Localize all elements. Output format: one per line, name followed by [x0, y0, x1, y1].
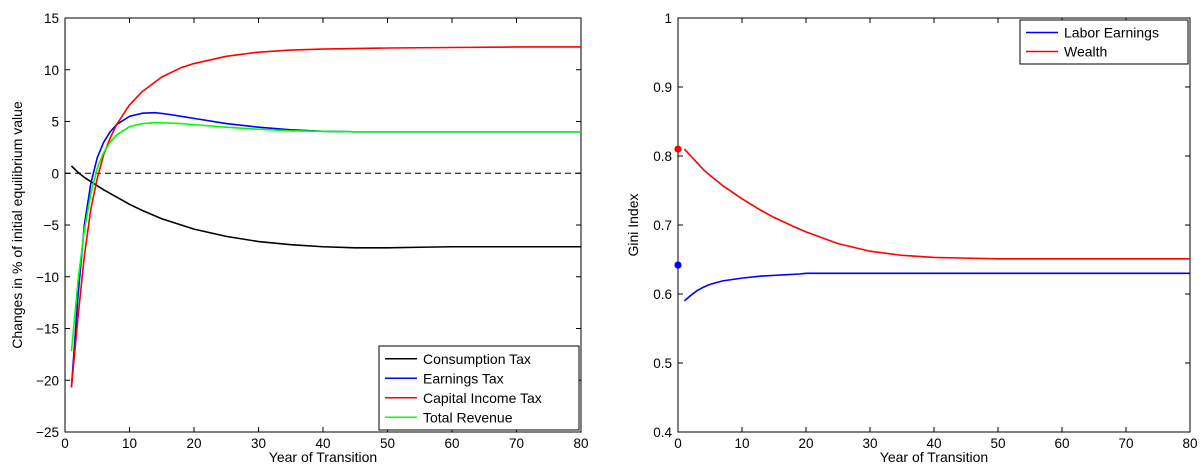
legend: Labor Earnings Wealth — [1019, 19, 1189, 65]
initial-marker-labor-earnings — [674, 261, 682, 269]
x-tick-label: 20 — [798, 436, 813, 451]
y-axis-label: Gini Index — [625, 193, 641, 256]
chart-panel-0: 0 10 20 30 40 50 60 70 80 −25 −20 −15 −10 −5 0 5 10 15 Yea… — [9, 11, 589, 465]
x-tick-label: 50 — [990, 436, 1005, 451]
legend-box — [1019, 19, 1189, 65]
legend-label: Earnings Tax — [423, 370, 504, 386]
initial-marker-wealth — [674, 145, 682, 153]
x-tick-label: 20 — [186, 436, 201, 451]
x-tick-label: 30 — [251, 436, 266, 451]
series-line-wealth — [683, 148, 1190, 260]
legend-label: Labor Earnings — [1064, 25, 1159, 41]
legend-label: Total Revenue — [423, 409, 513, 425]
y-tick-label: 0.8 — [653, 149, 672, 164]
y-tick-label: −25 — [36, 425, 59, 440]
chart-panel-1: 0 10 20 30 40 50 60 70 80 0.4 0.5 0.6 0.7 0.8 0.9 1 Year… — [625, 11, 1198, 465]
y-tick-label: −15 — [36, 322, 59, 337]
series-line-total-revenue — [70, 121, 581, 352]
x-tick-label: 50 — [380, 436, 395, 451]
y-tick-label: −10 — [36, 270, 59, 285]
series-line-labor-earnings — [683, 272, 1190, 302]
x-axis-label: Year of Transition — [880, 449, 988, 465]
legend-box — [378, 345, 580, 431]
legend-label: Wealth — [1064, 44, 1107, 60]
x-tick-label: 70 — [1118, 436, 1133, 451]
legend: Consumption Tax Earnings Tax Capital Incom… — [378, 345, 580, 431]
y-tick-label: 0.5 — [653, 356, 672, 371]
y-tick-label: 0.6 — [653, 287, 672, 302]
x-tick-label: 10 — [122, 436, 137, 451]
y-tick-label: 5 — [51, 115, 59, 130]
x-tick-label: 0 — [674, 436, 682, 451]
series-line-capital-income-tax — [70, 46, 581, 388]
y-tick-label: 1 — [664, 11, 672, 26]
x-tick-label: 60 — [1054, 436, 1069, 451]
y-tick-label: −5 — [44, 218, 59, 233]
x-tick-label: 40 — [926, 436, 941, 451]
x-tick-label: 80 — [573, 436, 588, 451]
y-tick-label: 0.9 — [653, 80, 672, 95]
legend-label: Consumption Tax — [423, 351, 531, 367]
x-tick-label: 10 — [734, 436, 749, 451]
y-tick-label: 15 — [44, 11, 59, 26]
y-tick-label: 10 — [44, 63, 59, 78]
legend-label: Capital Income Tax — [423, 390, 542, 406]
x-tick-label: 40 — [315, 436, 330, 451]
x-axis-label: Year of Transition — [269, 449, 377, 465]
x-tick-label: 60 — [444, 436, 459, 451]
y-tick-label: 0.7 — [653, 218, 672, 233]
x-tick-label: 30 — [862, 436, 877, 451]
x-tick-label: 0 — [61, 436, 69, 451]
x-tick-label: 80 — [1182, 436, 1197, 451]
x-tick-label: 70 — [509, 436, 524, 451]
y-axis-label: Changes in % of initial equilibrium valu… — [9, 101, 25, 349]
y-tick-label: 0.4 — [653, 425, 672, 440]
y-tick-label: −20 — [36, 373, 59, 388]
y-tick-label: 0 — [51, 166, 59, 181]
